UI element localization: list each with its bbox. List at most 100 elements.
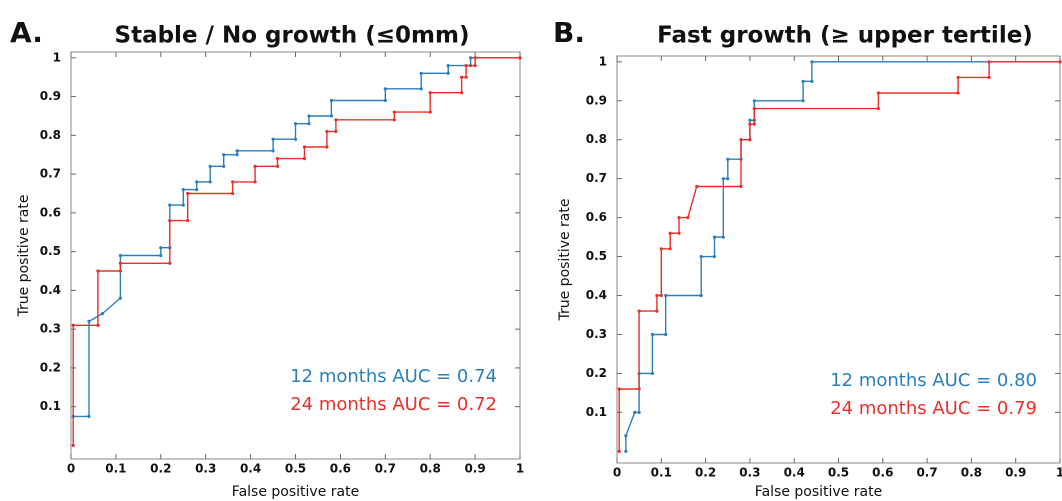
x-tick-label: 0 <box>67 462 75 476</box>
roc-point <box>419 71 423 75</box>
x-tick-label: 0.8 <box>961 466 982 480</box>
roc-point <box>469 56 473 60</box>
x-tick-label: 0.9 <box>464 462 485 476</box>
x-tick-label: 0.9 <box>1005 466 1026 480</box>
roc-point <box>87 319 91 323</box>
y-tick-label: 0.6 <box>40 205 61 219</box>
roc-point <box>712 254 717 259</box>
y-tick-label: 0.4 <box>40 283 61 297</box>
roc-point <box>876 91 880 95</box>
roc-point <box>118 269 122 273</box>
x-tick-label: 0.3 <box>195 462 216 476</box>
x-tick-label: 0.2 <box>150 462 171 476</box>
roc-point <box>392 118 396 122</box>
x-tick-label: 1 <box>516 462 524 476</box>
roc-point <box>695 184 699 189</box>
x-tick-label: 0.4 <box>784 466 805 480</box>
roc-point <box>473 56 477 60</box>
roc-point <box>712 235 717 239</box>
x-axis-label: False positive rate <box>755 484 882 500</box>
roc-point <box>668 231 672 235</box>
x-tick-label: 0.6 <box>330 462 351 476</box>
roc-point <box>987 75 991 80</box>
y-tick-label: 0.6 <box>586 210 607 224</box>
roc-point <box>699 293 703 298</box>
roc-point <box>222 153 226 157</box>
roc-point <box>721 177 725 181</box>
roc-point <box>464 75 468 79</box>
roc-point <box>956 91 960 95</box>
x-tick-label: 0 <box>613 466 621 480</box>
roc-point <box>637 309 641 313</box>
roc-point <box>726 177 730 181</box>
y-tick-label: 0.8 <box>586 132 607 146</box>
roc-point <box>659 247 663 251</box>
panel-label: A. <box>10 16 43 49</box>
roc-point <box>383 98 387 103</box>
roc-point <box>659 293 663 298</box>
roc-line <box>618 61 1060 452</box>
roc-point <box>186 219 190 223</box>
roc-line <box>72 57 520 446</box>
roc-point <box>325 145 329 149</box>
roc-point <box>624 449 628 453</box>
x-tick-label: 0.7 <box>916 466 937 480</box>
roc-point <box>801 79 805 83</box>
y-tick-label: 1 <box>599 54 607 68</box>
roc-point <box>302 145 307 149</box>
roc-point <box>235 149 239 153</box>
roc-point <box>231 191 235 196</box>
roc-point <box>810 60 814 64</box>
roc-point <box>334 129 338 134</box>
y-tick-label: 0.7 <box>40 167 61 181</box>
y-tick-label: 0.9 <box>586 93 607 107</box>
legend-entry: 24 months AUC = 0.79 <box>830 398 1037 419</box>
roc-point <box>721 235 725 239</box>
roc-point <box>748 138 752 142</box>
y-axis-label: True positive rate <box>16 195 32 318</box>
roc-point <box>118 296 122 300</box>
roc-point <box>275 156 280 161</box>
x-tick-label: 1 <box>1056 466 1062 480</box>
legend-entry: 12 months AUC = 0.74 <box>290 366 497 387</box>
y-tick-label: 0.1 <box>586 405 607 419</box>
roc-point <box>293 137 298 141</box>
y-tick-label: 0.5 <box>40 244 61 258</box>
roc-point <box>271 149 275 153</box>
roc-point <box>428 91 432 95</box>
x-tick-label: 0.6 <box>872 466 893 480</box>
roc-point <box>637 387 641 391</box>
x-tick-label: 0.2 <box>695 466 716 480</box>
roc-point <box>71 323 75 327</box>
roc-point <box>686 216 690 220</box>
roc-point <box>253 180 257 184</box>
roc-point <box>1058 60 1062 64</box>
roc-point <box>617 449 621 453</box>
y-tick-label: 0.3 <box>40 322 61 336</box>
roc-point <box>118 261 122 265</box>
roc-point <box>699 254 703 259</box>
roc-point <box>325 129 329 134</box>
roc-point <box>473 63 477 68</box>
roc-point <box>307 122 311 126</box>
roc-point <box>748 118 752 122</box>
roc-point <box>195 180 199 184</box>
chart-title: Stable / No growth (≤0mm) <box>115 23 470 49</box>
roc-point <box>650 332 655 337</box>
roc-point <box>275 164 280 168</box>
roc-point <box>655 293 659 298</box>
roc-point <box>956 75 960 80</box>
roc-point <box>655 309 659 313</box>
roc-point <box>222 164 226 168</box>
roc-point <box>677 231 681 235</box>
roc-point <box>664 332 668 337</box>
roc-point <box>231 180 235 184</box>
roc-point <box>617 387 621 391</box>
roc-point <box>253 164 257 168</box>
x-tick-label: 0.5 <box>285 462 306 476</box>
roc-point <box>460 75 464 79</box>
y-tick-label: 0.4 <box>586 288 607 302</box>
roc-point <box>168 203 172 207</box>
y-tick-label: 0.2 <box>40 360 61 374</box>
